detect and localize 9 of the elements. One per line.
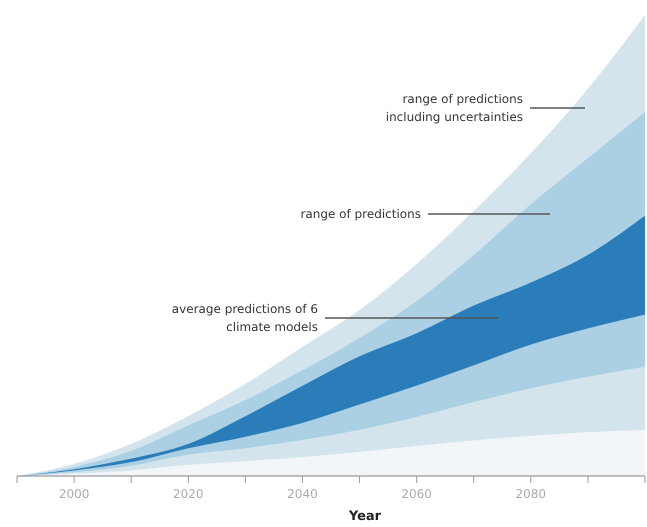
x-axis-title: Year bbox=[348, 509, 382, 524]
x-tick-label: 2040 bbox=[287, 487, 318, 501]
annotation: average predictions of 6 climate models bbox=[172, 302, 318, 334]
x-tick-label: 2060 bbox=[401, 487, 432, 501]
annotation: range of predictions including uncertainties bbox=[386, 92, 523, 124]
x-tick-label: 2020 bbox=[173, 487, 204, 501]
x-tick-label: 2000 bbox=[58, 487, 90, 501]
annotation: range of predictions bbox=[300, 207, 421, 221]
x-tick-label: 2080 bbox=[516, 487, 546, 501]
